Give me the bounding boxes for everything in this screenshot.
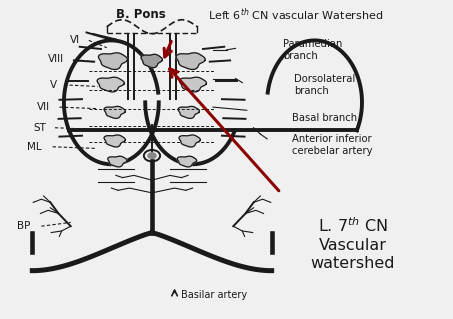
Polygon shape: [176, 53, 205, 70]
Text: Paramedian
branch: Paramedian branch: [283, 39, 342, 61]
Polygon shape: [179, 77, 207, 92]
Circle shape: [148, 153, 156, 159]
Polygon shape: [177, 156, 197, 167]
Polygon shape: [97, 77, 124, 92]
Text: Anterior inferior
cerebelar artery: Anterior inferior cerebelar artery: [292, 134, 372, 156]
Polygon shape: [104, 135, 125, 147]
Text: VI: VI: [70, 35, 80, 45]
Polygon shape: [178, 106, 199, 118]
Text: Dorsolateral
branch: Dorsolateral branch: [294, 74, 356, 96]
Text: V: V: [50, 80, 57, 90]
Polygon shape: [141, 54, 163, 68]
Polygon shape: [98, 53, 128, 70]
Text: B. Pons: B. Pons: [116, 9, 165, 21]
Text: ML: ML: [27, 142, 41, 152]
Text: Basal branch: Basal branch: [292, 113, 357, 123]
Text: Basilar artery: Basilar artery: [181, 290, 247, 300]
Text: L. 7$^{th}$ CN
Vascular
watershed: L. 7$^{th}$ CN Vascular watershed: [311, 216, 395, 271]
Polygon shape: [179, 135, 200, 147]
Text: VIII: VIII: [48, 55, 64, 64]
Polygon shape: [108, 156, 127, 167]
Text: Left 6$^{th}$ CN vascular Watershed: Left 6$^{th}$ CN vascular Watershed: [208, 7, 384, 23]
Text: ST: ST: [33, 123, 46, 133]
Text: VII: VII: [37, 102, 50, 112]
Text: BP: BP: [17, 221, 30, 231]
Polygon shape: [104, 106, 125, 118]
